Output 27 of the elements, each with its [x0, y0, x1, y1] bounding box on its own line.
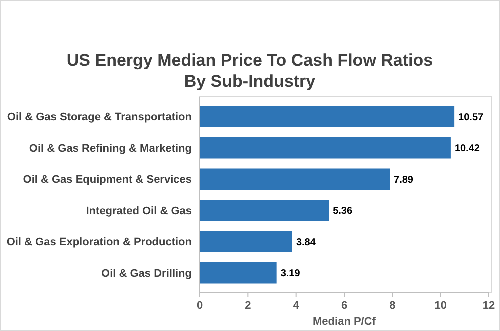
data-label: 5.36 [333, 206, 353, 218]
bar [200, 200, 330, 222]
x-tick-label: 0 [196, 300, 204, 312]
data-label: 10.57 [458, 112, 484, 124]
bar [200, 168, 390, 190]
x-tick-label: 6 [341, 300, 348, 312]
data-label: 3.19 [280, 268, 301, 280]
y-tick-label: Oil & Gas Exploration & Production [6, 236, 192, 249]
y-tick-label: Oil & Gas Drilling [102, 268, 192, 280]
x-axis-title: Median P/Cf [313, 316, 376, 328]
x-tick-label: 4 [293, 300, 300, 312]
y-tick-label: Oil & Gas Refining & Marketing [29, 142, 192, 155]
y-tick-label: Integrated Oil & Gas [86, 205, 192, 218]
bar [200, 262, 277, 284]
chart-title: US Energy Median Price To Cash Flow Ratios By Sub-Industry [66, 51, 434, 91]
bar [200, 138, 451, 159]
x-tick-label: 2 [245, 300, 252, 312]
x-tick-label: 10 [434, 300, 447, 312]
bar [200, 106, 455, 128]
data-label: 7.89 [394, 174, 414, 186]
data-label: 3.84 [296, 237, 316, 248]
x-tick-label: 8 [390, 300, 396, 312]
bar [200, 231, 292, 252]
y-tick-label: Oil & Gas Equipment & Services [23, 174, 192, 186]
y-tick-label: Oil & Gas Storage & Transportation [7, 112, 192, 124]
data-label: 10.42 [454, 144, 480, 155]
x-tick-label: 12 [482, 300, 496, 312]
